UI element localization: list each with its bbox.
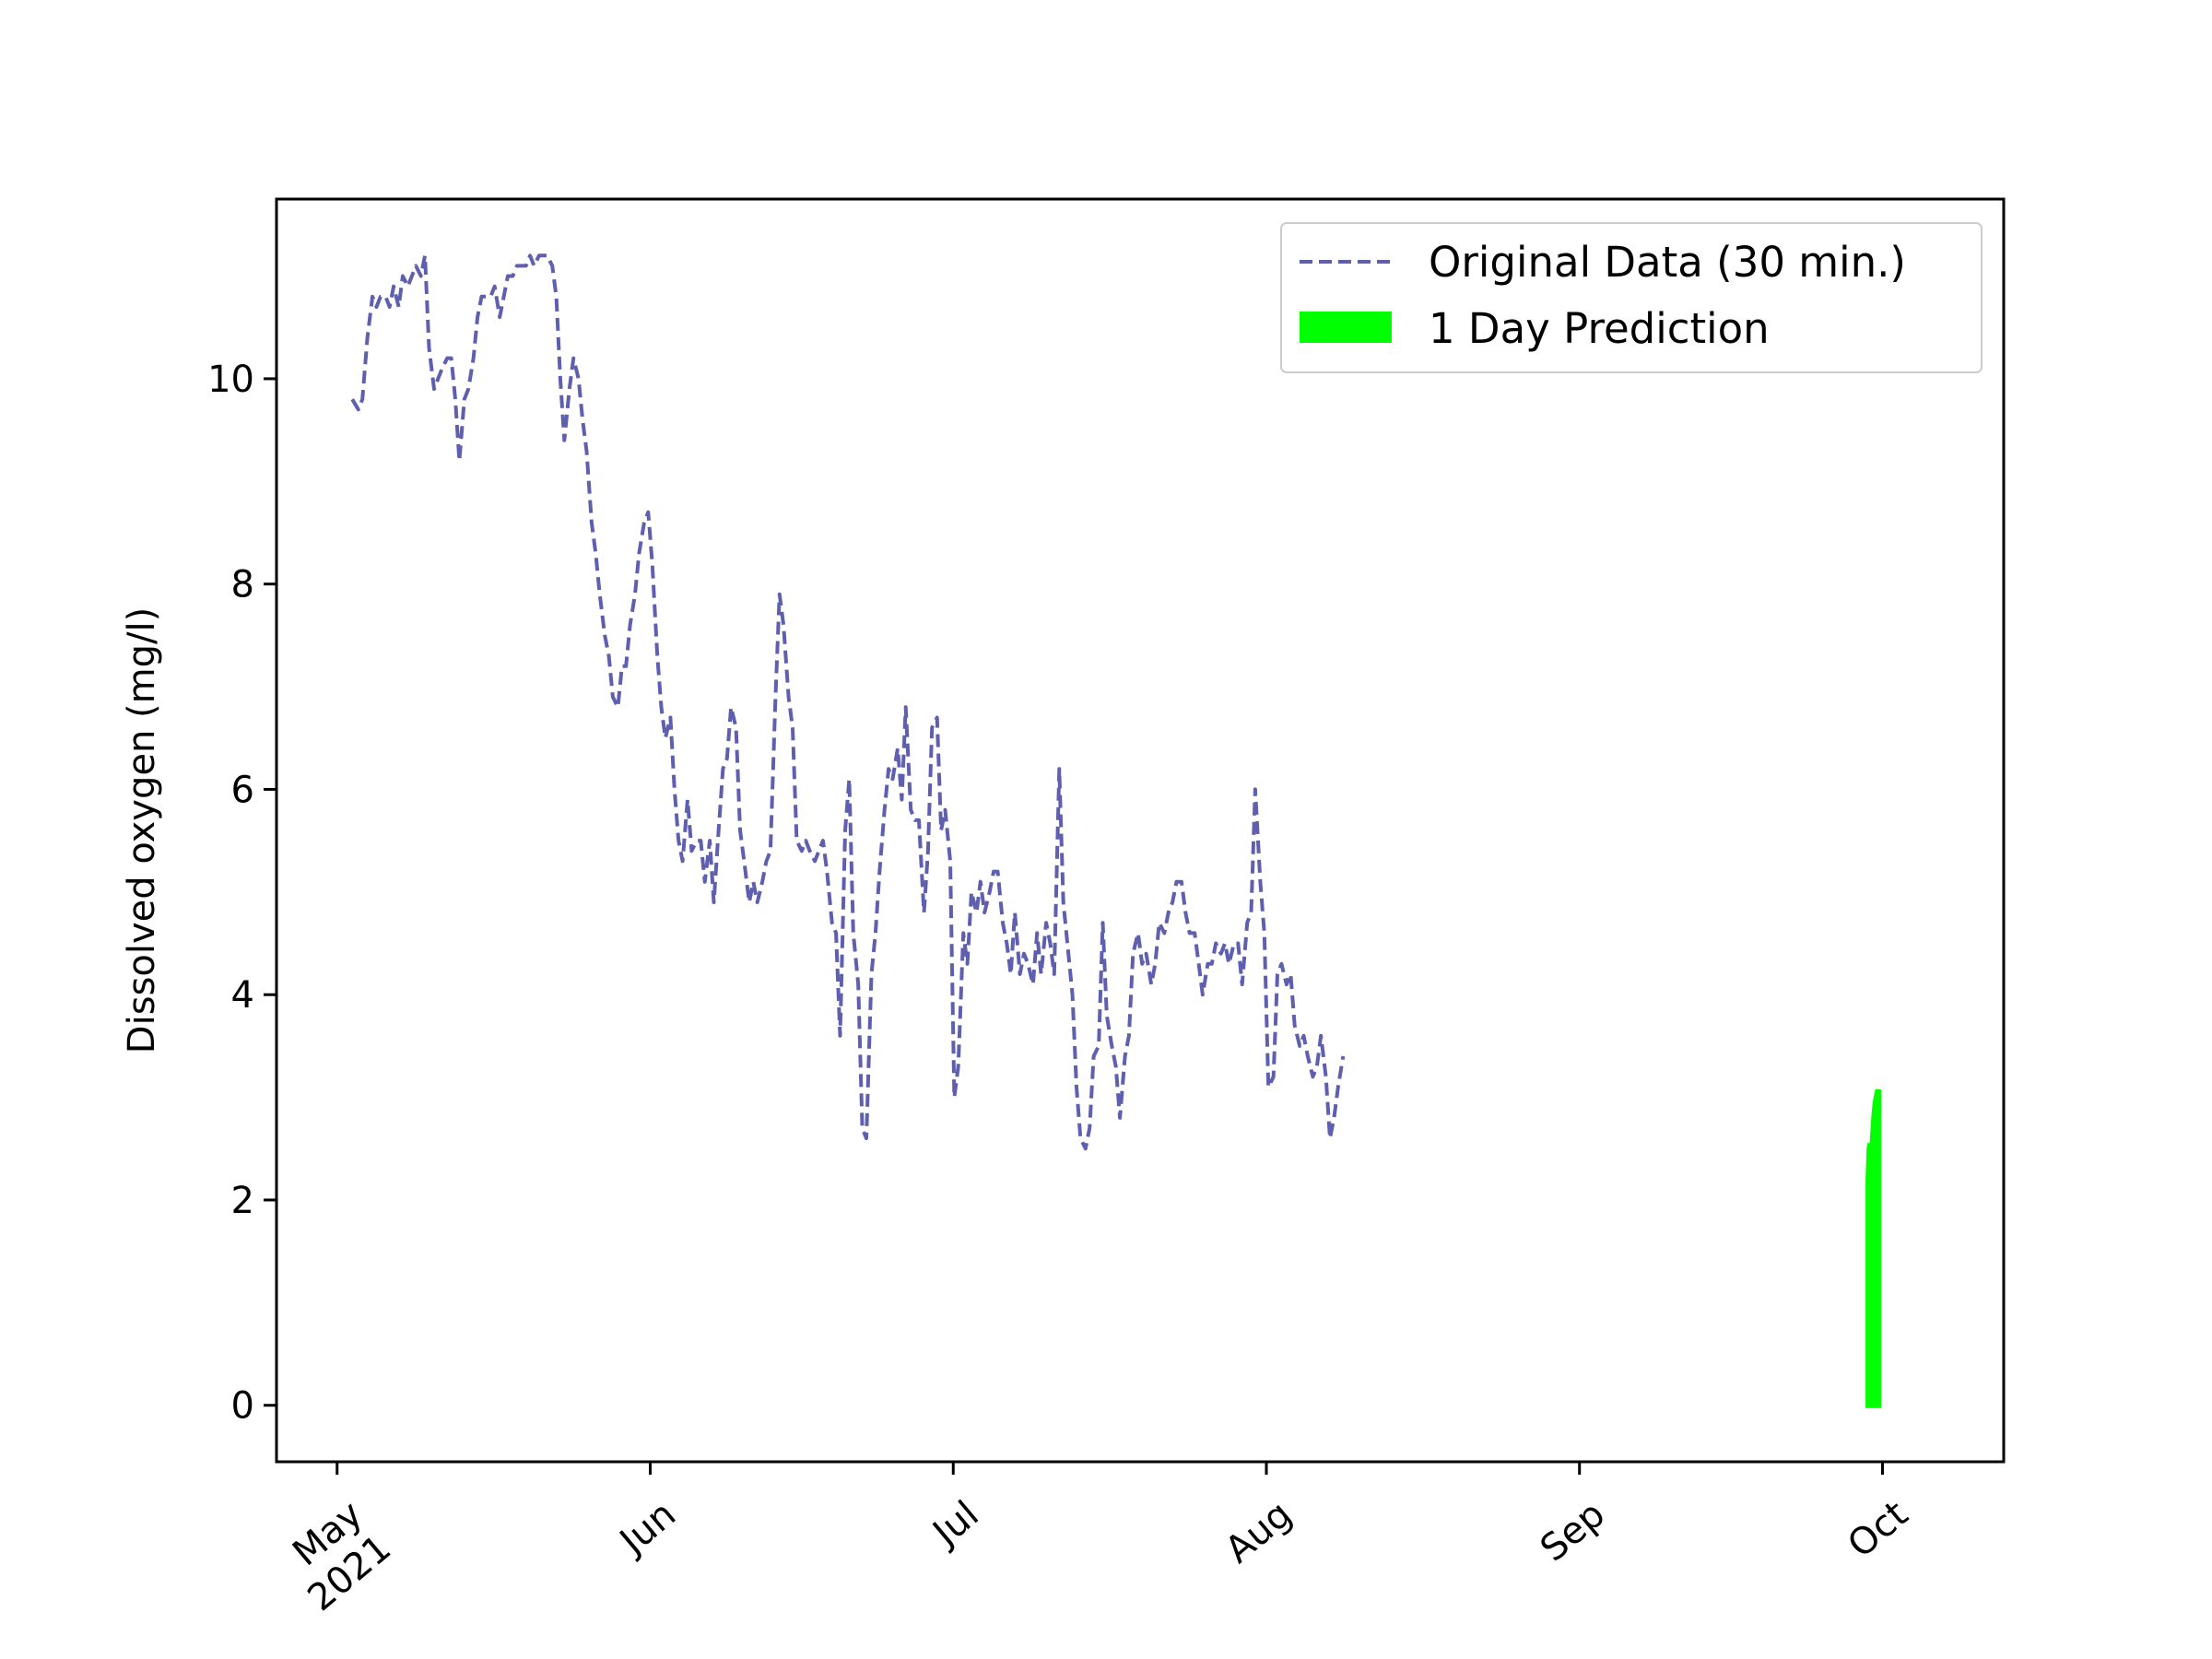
legend-prediction-swatch: [1300, 312, 1392, 343]
legend-original-data-label: Original Data (30 min.): [1429, 238, 1906, 287]
y-tick-label: 8: [231, 564, 254, 606]
plot-frame: [275, 197, 2006, 1464]
legend-prediction-label: 1 Day Prediction: [1429, 304, 1770, 353]
y-tick-label: 2: [231, 1180, 254, 1222]
y-axis: 0 2 4 6 8 10: [207, 359, 276, 1428]
y-axis-title: Dissolved oxygen (mg/l): [121, 607, 163, 1053]
y-tick-label: 4: [231, 974, 254, 1017]
y-tick-label: 6: [231, 769, 254, 811]
y-tick-label: 10: [207, 359, 254, 401]
legend: Original Data (30 min.) 1 Day Prediction: [1280, 222, 1983, 373]
series-original-data-line: [350, 253, 1346, 1151]
y-tick-label: 0: [231, 1385, 254, 1428]
legend-frame: [1280, 222, 1983, 373]
plot-series: [350, 253, 1882, 1408]
series-prediction-area: [1865, 1089, 1882, 1408]
